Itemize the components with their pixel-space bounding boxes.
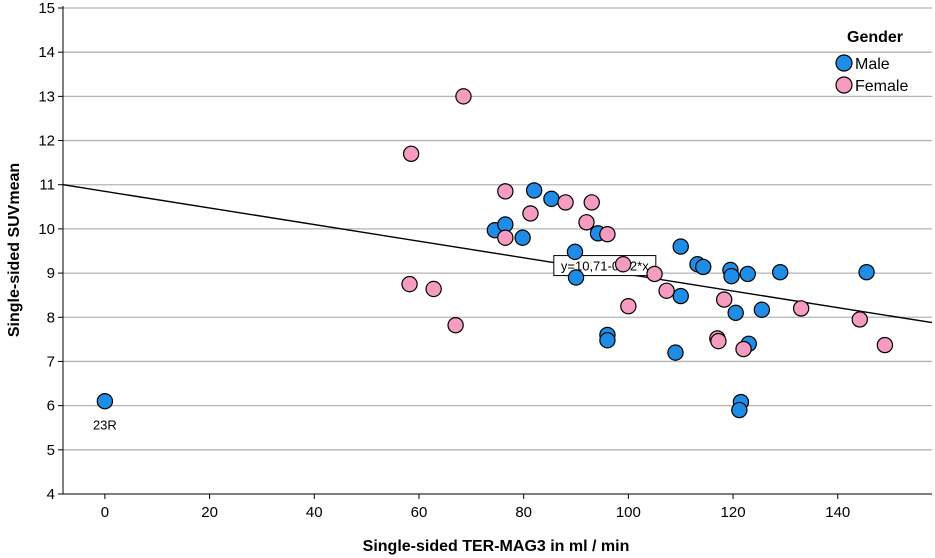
male-point <box>739 265 756 283</box>
point-annotation-label: 23R <box>93 417 117 432</box>
legend-label-female: Female <box>855 78 908 95</box>
female-point <box>522 205 539 222</box>
female-point <box>425 280 442 298</box>
female-point <box>851 311 868 328</box>
y-tick-label: 5 <box>47 442 55 459</box>
male-point <box>566 243 584 261</box>
legend-label-male: Male <box>855 56 890 73</box>
annotations: 23R <box>93 417 117 432</box>
male-point <box>731 401 748 419</box>
x-axis-title: Single-sided TER-MAG3 in ml / min <box>363 538 630 555</box>
male-point <box>672 287 689 305</box>
female-point <box>658 282 675 299</box>
male-point <box>567 269 585 286</box>
y-tick-label: 6 <box>47 398 55 415</box>
male-point <box>858 264 875 281</box>
x-tick-label: 140 <box>825 504 850 521</box>
female-point <box>876 336 894 354</box>
female-point <box>792 300 810 317</box>
y-tick-label: 9 <box>47 265 55 282</box>
male-point <box>514 229 531 246</box>
female-point <box>497 229 514 246</box>
y-tick-label: 8 <box>47 309 55 326</box>
female-point <box>620 298 637 315</box>
male-point <box>543 190 560 208</box>
female-point <box>583 194 600 211</box>
male-point <box>753 301 771 318</box>
y-tick-label: 7 <box>47 353 55 370</box>
legend: Gender Male Female <box>835 29 908 95</box>
female-point <box>614 256 632 273</box>
x-tick-label: 100 <box>616 504 641 521</box>
x-tick-label: 0 <box>101 504 109 521</box>
male-point <box>672 238 689 255</box>
y-tick-label: 15 <box>38 0 55 17</box>
male-point <box>96 393 114 410</box>
x-axis: 0 20 40 60 80 100 120 140 <box>63 493 932 521</box>
y-axis: 4 5 6 7 8 9 10 11 12 13 14 15 <box>38 0 64 503</box>
y-axis-title: Single-sided SUVmean <box>6 163 23 337</box>
legend-title: Gender <box>847 29 903 46</box>
x-tick-label: 40 <box>306 504 323 521</box>
male-point <box>695 258 712 276</box>
female-point <box>447 317 464 334</box>
y-tick-label: 10 <box>38 221 55 238</box>
male-point <box>667 344 684 361</box>
female-point <box>557 194 574 211</box>
x-tick-label: 80 <box>515 504 532 521</box>
female-point <box>455 88 472 105</box>
female-point <box>599 226 616 243</box>
y-tick-label: 14 <box>38 44 55 61</box>
y-tick-label: 4 <box>47 486 55 503</box>
y-tick-label: 12 <box>38 133 55 150</box>
y-tick-label: 11 <box>39 177 55 194</box>
male-point <box>723 267 740 285</box>
regression-line <box>62 184 933 324</box>
male-point <box>525 182 543 199</box>
female-point <box>578 214 595 231</box>
legend-marker-female <box>835 76 853 94</box>
female-point <box>497 183 514 200</box>
x-tick-label: 120 <box>721 504 746 521</box>
x-tick-label: 60 <box>411 504 428 521</box>
female-point <box>735 340 752 358</box>
male-point <box>727 304 744 322</box>
legend-marker-male <box>835 54 853 72</box>
female-point <box>715 291 733 308</box>
male-point <box>771 264 789 281</box>
male-point <box>599 332 616 349</box>
data-points <box>96 88 894 419</box>
female-point <box>710 332 727 350</box>
female-point <box>401 275 418 293</box>
female-point <box>646 265 663 283</box>
x-tick-label: 20 <box>201 504 218 521</box>
y-tick-label: 13 <box>38 88 55 105</box>
female-point <box>402 145 420 162</box>
